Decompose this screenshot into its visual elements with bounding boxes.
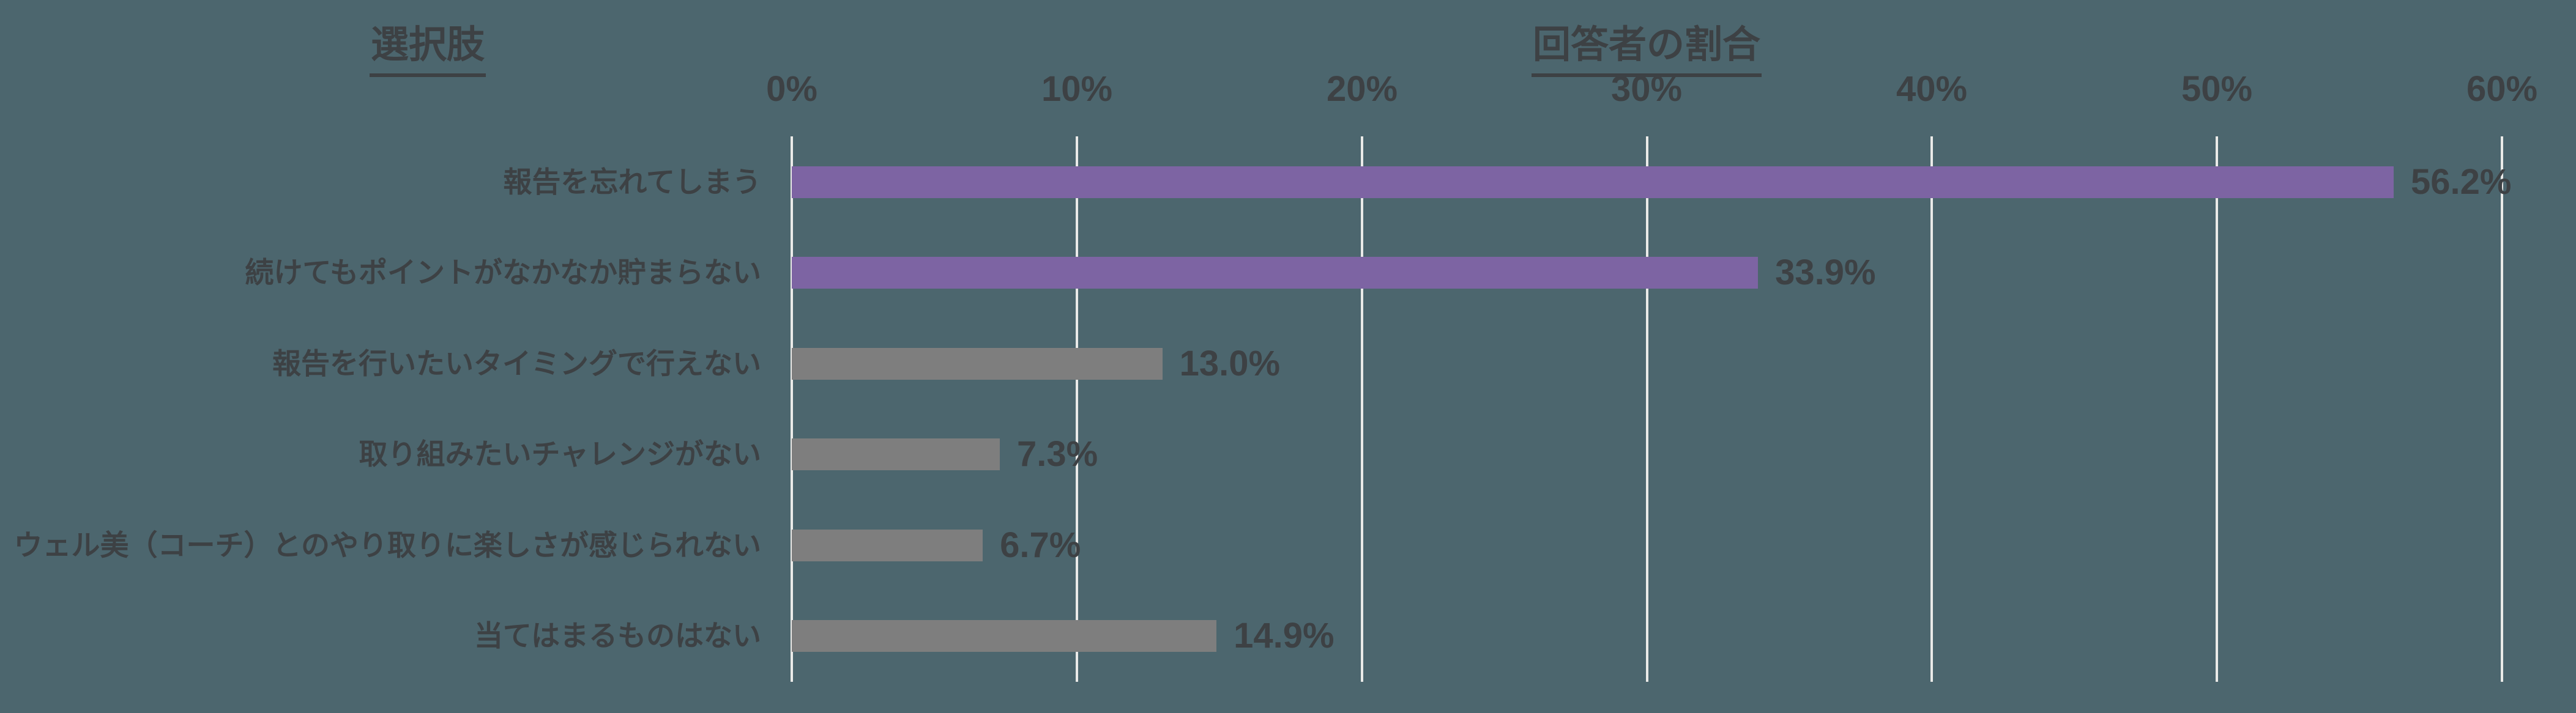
bar-row: 33.9%	[792, 253, 2502, 292]
x-tick-label: 10%	[1041, 69, 1113, 109]
value-label: 6.7%	[1000, 525, 1081, 565]
x-tick-label: 50%	[2181, 69, 2253, 109]
x-tick-label: 60%	[2466, 69, 2538, 109]
gridline	[2501, 136, 2503, 682]
value-label: 7.3%	[1017, 434, 1098, 474]
category-label: 続けてもポイントがなかなか貯まらない	[245, 256, 761, 289]
bar	[792, 438, 1000, 470]
category-label: 当てはまるものはない	[474, 619, 761, 652]
bar-row: 13.0%	[792, 344, 2502, 383]
category-label: 報告を忘れてしまう	[503, 166, 761, 198]
gridline	[1075, 136, 1078, 682]
bar-row: 7.3%	[792, 434, 2502, 474]
bar	[792, 620, 1217, 652]
category-label: 取り組みたいチャレンジがない	[359, 438, 761, 470]
bar-row: 6.7%	[792, 525, 2502, 565]
left-axis-title: 選択肢	[369, 13, 486, 77]
category-labels: 報告を忘れてしまう 続けてもポイントがなかなか貯まらない 報告を行いたいタイミン…	[0, 0, 761, 713]
category-label: 報告を行いたいタイミングで行えない	[272, 347, 761, 380]
x-tick-label: 20%	[1326, 69, 1398, 109]
x-tick-label: 40%	[1896, 69, 1968, 109]
value-label: 13.0%	[1179, 344, 1281, 383]
bar	[792, 348, 1163, 380]
gridline	[2216, 136, 2219, 682]
value-label: 33.9%	[1775, 253, 1876, 292]
x-axis-title: 回答者の割合	[1531, 13, 1762, 77]
bar	[792, 257, 1759, 289]
gridline	[1360, 136, 1363, 682]
x-axis-tick-labels: 0% 10% 20% 30% 40% 50% 60%	[0, 68, 2576, 111]
x-tick-label: 30%	[1610, 69, 1683, 109]
gridline	[791, 136, 793, 682]
gridline	[1645, 136, 1648, 682]
gridline	[1930, 136, 1934, 682]
value-label: 56.2%	[2410, 162, 2512, 202]
bar-row: 56.2%	[792, 164, 2511, 200]
value-label: 14.9%	[1234, 616, 1335, 656]
category-label: ウェル美（コーチ）とのやり取りに楽しさが感じられない	[13, 529, 761, 561]
x-tick-label: 0%	[766, 69, 817, 109]
bar-row: 14.9%	[792, 616, 2502, 656]
bar	[792, 166, 2394, 198]
plot-area: 56.2% 33.9% 13.0% 7.3% 6.7% 14.9%	[791, 136, 2511, 682]
bar	[792, 530, 983, 561]
